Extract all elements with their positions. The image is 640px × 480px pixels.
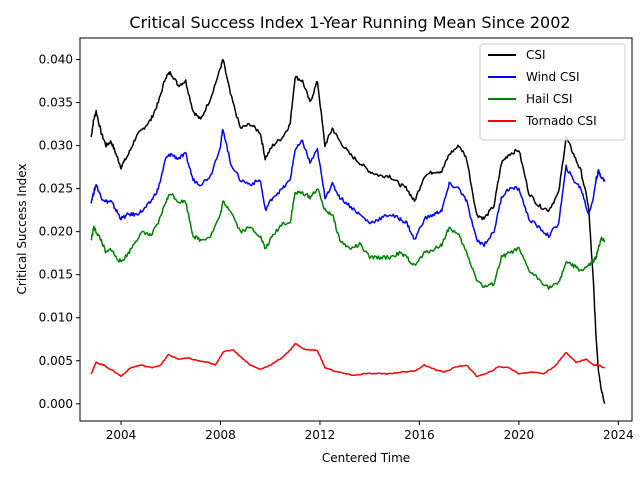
series-line-hail-csi [90,188,606,291]
y-tick-label: 0.030 [39,139,73,153]
series-line-csi [90,58,606,404]
y-axis: 0.000 0.005 0.010 0.015 0.020 0.025 0.030 0.035… [39,53,80,411]
y-tick-label: 0.025 [39,182,73,196]
x-axis: 2004 2008 2012 2016 2020 2024 [106,421,634,442]
y-tick-label: 0.035 [39,96,73,110]
y-axis-label: Critical Success Index [15,164,29,295]
x-tick-label: 2024 [603,428,634,442]
legend-label: Wind CSI [526,70,580,84]
x-tick-label: 2016 [404,428,435,442]
y-tick-label: 0.000 [39,397,73,411]
legend-box [479,43,626,141]
x-axis-label: Centered Time [322,451,410,465]
legend-label: Hail CSI [526,92,572,106]
x-tick-label: 2020 [504,428,535,442]
x-tick-label: 2012 [305,428,336,442]
legend-label: Tornado CSI [525,114,597,128]
y-tick-label: 0.040 [39,53,73,67]
y-tick-label: 0.015 [39,268,73,282]
legend-label: CSI [526,48,546,62]
x-tick-label: 2004 [106,428,137,442]
chart-title: Critical Success Index 1-Year Running Me… [129,13,570,32]
y-tick-label: 0.010 [39,311,73,325]
y-tick-label: 0.020 [39,225,73,239]
plot-lines [90,58,606,404]
series-line-wind-csi [90,128,606,248]
y-tick-label: 0.005 [39,354,73,368]
plot-frame [79,37,633,422]
series-line-tornado-csi [90,343,605,378]
legend: CSI Wind CSI Hail CSI Tornado CSI [479,43,626,141]
x-tick-label: 2008 [205,428,236,442]
